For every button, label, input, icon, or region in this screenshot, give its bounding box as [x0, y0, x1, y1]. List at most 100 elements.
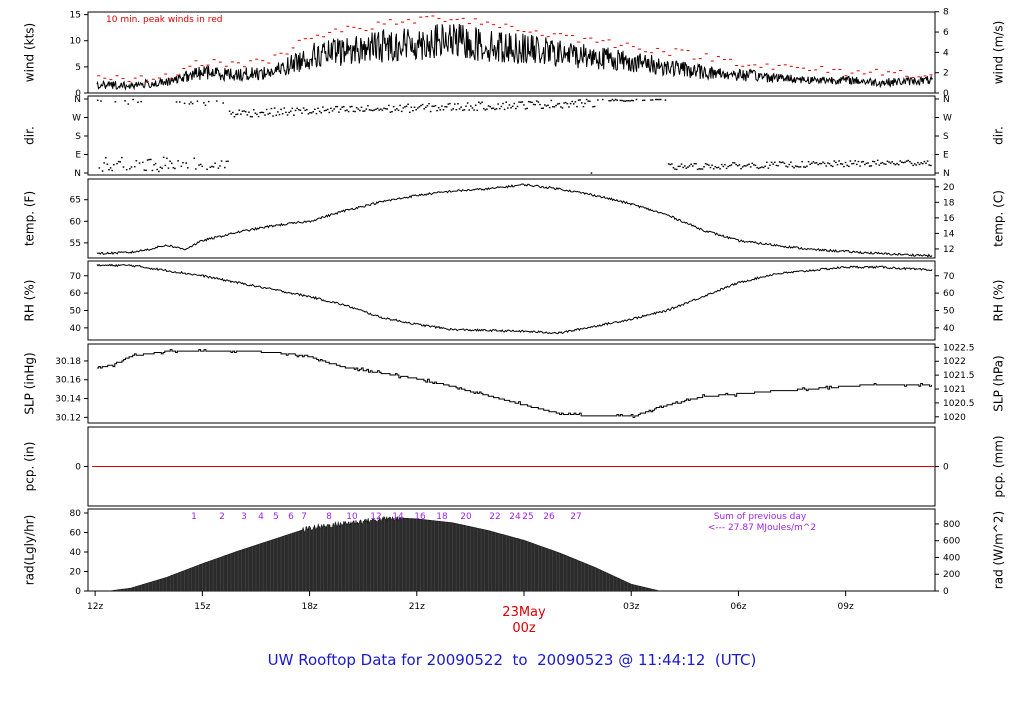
dir-point — [687, 166, 689, 168]
dir-point — [325, 109, 327, 112]
dir-point — [535, 100, 538, 102]
dir-point — [704, 162, 707, 165]
rad-right-tick-label: 400 — [943, 553, 960, 563]
rad-hour-label: 6 — [288, 512, 294, 522]
dir-point — [579, 99, 582, 101]
dir-point — [368, 109, 371, 111]
dir-point — [402, 107, 405, 109]
dir-point — [716, 166, 718, 169]
dir-point — [880, 162, 882, 164]
dir-point — [125, 169, 128, 171]
dir-point — [222, 102, 224, 104]
wind-left-tick-label: 15 — [70, 11, 81, 21]
dir-point — [494, 108, 496, 111]
dir-point — [103, 162, 105, 164]
rad-note-line1: Sum of previous day — [714, 512, 807, 522]
dir-point — [217, 167, 220, 169]
dir-point — [835, 161, 837, 164]
dir-point — [490, 107, 493, 110]
dir-point — [727, 165, 729, 168]
dir-point — [754, 164, 757, 167]
dir-point — [582, 105, 585, 108]
dir-left-tick-label: E — [75, 151, 81, 161]
dir-point — [375, 108, 377, 111]
dir-point — [572, 103, 575, 105]
dir-point — [770, 161, 773, 164]
dir-point — [206, 168, 208, 171]
dir-point — [568, 106, 570, 108]
rad-hour-label: 3 — [241, 512, 247, 522]
dir-point — [363, 110, 366, 112]
dir-point — [344, 110, 347, 112]
dir-point — [394, 109, 397, 111]
rad-hour-label: 10 — [346, 512, 358, 522]
dir-point — [862, 160, 865, 163]
dir-point — [306, 109, 308, 111]
dir-point — [288, 111, 290, 114]
dir-point — [465, 105, 467, 107]
dir-point — [769, 164, 771, 167]
dir-point — [334, 105, 337, 108]
dir-point — [585, 98, 588, 101]
dir-point — [471, 107, 474, 109]
x-tick-label: 18z — [301, 602, 317, 612]
dir-point — [203, 102, 205, 104]
dir-point — [529, 101, 532, 103]
wind-left-tick-label: 10 — [70, 37, 82, 47]
dir-point — [437, 107, 440, 109]
dir-point — [658, 98, 660, 101]
dir-point — [410, 106, 413, 108]
dir-point — [701, 168, 704, 170]
rh-left-tick-label: 60 — [70, 289, 82, 299]
dir-point — [864, 163, 866, 166]
dir-point — [244, 111, 247, 113]
dir-point — [773, 161, 776, 163]
dir-point — [114, 101, 117, 103]
rh-left-tick-label: 70 — [70, 272, 82, 282]
dir-point — [145, 169, 147, 172]
dir-point — [884, 163, 887, 165]
dir-point — [182, 161, 184, 164]
dir-point — [635, 98, 638, 101]
dir-point — [806, 165, 808, 167]
slp-right-label: SLP (hPa) — [992, 355, 1006, 411]
dir-point — [336, 105, 339, 108]
dir-point — [566, 102, 569, 105]
dir-point — [852, 162, 855, 165]
dir-point — [241, 110, 244, 112]
dir-point — [627, 100, 630, 102]
dir-point — [312, 111, 315, 113]
dir-point — [310, 112, 313, 114]
dir-point — [379, 108, 382, 110]
dir-point — [513, 102, 516, 105]
rad-hour-label: 1 — [191, 512, 197, 522]
dir-point — [453, 103, 456, 105]
dir-point — [314, 108, 316, 111]
dir-point — [574, 101, 577, 103]
dir-point — [355, 106, 358, 109]
dir-point — [370, 109, 372, 111]
dir-point — [785, 165, 787, 167]
dir-point — [656, 98, 659, 101]
dir-point — [732, 162, 734, 164]
dir-point — [101, 170, 104, 172]
rad-hour-label: 25 — [522, 512, 533, 522]
dir-point — [925, 162, 927, 164]
dir-right-tick-label: N — [943, 95, 950, 105]
dir-point — [209, 166, 212, 168]
dir-point — [373, 109, 376, 111]
dir-point — [113, 164, 115, 166]
dir-point — [352, 110, 355, 113]
dir-point — [177, 160, 179, 162]
dir-point — [381, 109, 384, 111]
dir-point — [254, 112, 257, 114]
dir-left-tick-label: N — [74, 95, 81, 105]
dir-point — [423, 108, 426, 110]
dir-point — [275, 114, 278, 116]
dir-point — [236, 113, 239, 115]
rad-note-line2: <--- 27.87 MJoules/m^2 — [708, 523, 816, 533]
x-tick-label: 15z — [194, 602, 210, 612]
dir-point — [449, 102, 451, 105]
dir-point — [918, 163, 921, 166]
dir-point — [235, 113, 237, 116]
